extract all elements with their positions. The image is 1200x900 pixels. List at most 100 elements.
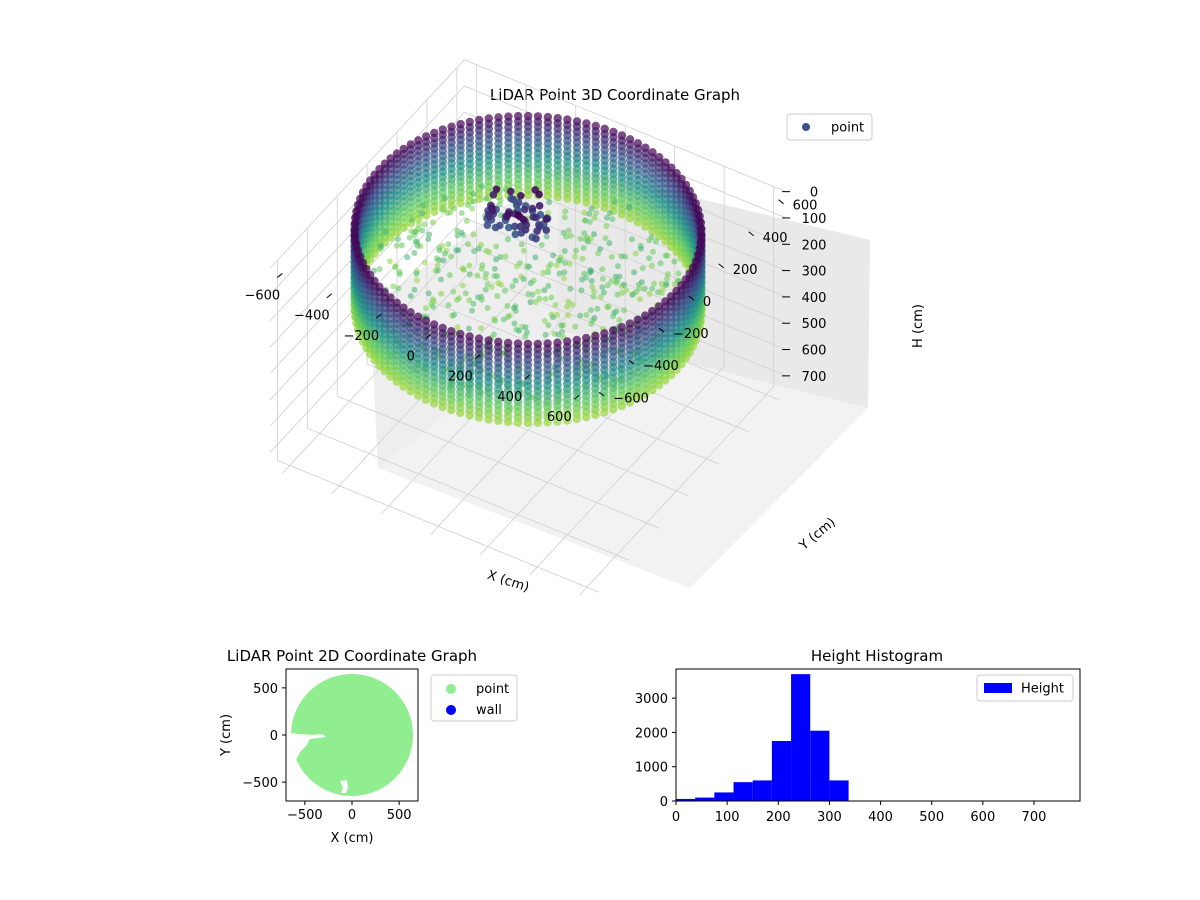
point-marker xyxy=(493,256,500,263)
point-marker xyxy=(600,289,607,296)
y-tick-mark-3d xyxy=(778,199,784,205)
x-tick-label-3d: 600 xyxy=(547,410,572,425)
point-marker xyxy=(545,322,552,329)
point-marker xyxy=(465,325,472,332)
point-marker xyxy=(518,241,525,248)
point-marker xyxy=(527,299,534,306)
point-marker xyxy=(411,286,418,293)
point-marker xyxy=(502,253,509,260)
point-marker xyxy=(591,214,598,221)
point-marker xyxy=(386,233,395,242)
y-tick-label-hist: 0 xyxy=(660,795,668,810)
point-marker xyxy=(587,267,594,274)
point-marker xyxy=(562,208,569,215)
z-tick-label-3d: 500 xyxy=(802,317,827,332)
y-tick-mark-3d xyxy=(658,327,665,333)
histogram-panel: Height Histogram 0 100 200 300 400 500 600 700 … xyxy=(635,647,1081,825)
point-marker xyxy=(629,291,636,298)
point-marker xyxy=(398,242,405,249)
y-tick-label-2d: 0 xyxy=(270,729,278,744)
legend-hist-frame xyxy=(976,674,1074,702)
point-marker xyxy=(589,284,596,290)
point-marker xyxy=(606,240,613,247)
point-marker xyxy=(436,247,443,254)
point-marker xyxy=(657,260,664,267)
point-marker xyxy=(665,271,671,278)
point-marker xyxy=(632,250,639,257)
point-marker xyxy=(513,418,523,427)
y-tick-mark-3d xyxy=(748,231,754,237)
point-marker xyxy=(520,247,527,254)
y-tick-label-hist: 1000 xyxy=(635,761,668,776)
point-marker xyxy=(662,252,669,259)
scatter-2d-panel: LiDAR Point 2D Coordinate Graph −500 0 500… xyxy=(219,647,518,846)
point-marker xyxy=(386,372,395,381)
point-marker xyxy=(406,387,415,396)
point-marker xyxy=(502,186,509,193)
point-marker xyxy=(540,269,547,276)
point-marker xyxy=(511,305,517,311)
y-tick-label-2d: 500 xyxy=(253,682,278,697)
point-marker xyxy=(572,414,581,424)
point-marker xyxy=(614,291,621,298)
point-marker xyxy=(563,416,572,425)
point-marker xyxy=(491,265,498,272)
point-marker xyxy=(626,204,632,211)
histogram-frame xyxy=(675,668,1081,802)
point-marker xyxy=(600,408,609,417)
point-marker xyxy=(399,223,408,232)
point-marker xyxy=(474,413,484,422)
point-marker xyxy=(516,327,523,334)
point-marker xyxy=(543,418,552,427)
point-marker xyxy=(655,232,664,241)
grid-line-y xyxy=(336,196,660,529)
point-marker xyxy=(415,222,422,229)
point-marker xyxy=(466,262,473,269)
point-cloud-3d xyxy=(350,111,706,428)
legend-hist-swatch xyxy=(984,683,1012,693)
point-marker xyxy=(517,192,525,200)
point-marker xyxy=(571,253,578,260)
point-marker xyxy=(532,299,539,306)
point-marker xyxy=(434,267,441,274)
point-marker xyxy=(471,248,477,255)
point-marker xyxy=(591,288,598,295)
point-marker xyxy=(510,222,519,231)
z-ticks-3d: 0 100 200 300 400 500 600 700 xyxy=(782,186,826,385)
point-marker xyxy=(535,190,543,199)
point-disc xyxy=(291,674,413,796)
point-marker xyxy=(566,260,573,267)
histogram-bar xyxy=(714,792,734,801)
point-marker xyxy=(582,217,589,224)
point-marker xyxy=(561,248,568,254)
point-marker xyxy=(395,285,402,292)
point-marker xyxy=(542,296,549,302)
empty-region-bottom xyxy=(340,780,348,793)
point-marker xyxy=(421,395,431,404)
point-marker xyxy=(586,219,593,225)
point-marker xyxy=(395,236,401,243)
point-marker xyxy=(470,231,477,238)
point-marker xyxy=(604,214,610,221)
x-ticks-2d: −500 0 500 xyxy=(287,801,412,823)
x-tick-label-2d: 500 xyxy=(387,808,412,823)
point-marker xyxy=(475,245,482,252)
point-marker xyxy=(522,324,529,331)
point-marker xyxy=(641,222,650,231)
point-marker xyxy=(507,187,515,196)
point-marker xyxy=(492,317,499,324)
point-marker xyxy=(538,242,545,248)
point-marker xyxy=(585,238,592,245)
point-marker xyxy=(493,243,500,250)
z-tick-label-3d: 600 xyxy=(802,344,827,359)
point-marker xyxy=(438,402,447,412)
point-marker xyxy=(590,293,597,300)
point-marker xyxy=(625,398,635,407)
point-marker xyxy=(572,196,582,205)
point-marker xyxy=(421,221,428,228)
point-marker xyxy=(392,377,401,386)
point-marker xyxy=(486,249,493,255)
point-marker xyxy=(504,303,511,309)
point-marker xyxy=(521,225,530,234)
point-marker xyxy=(633,394,642,403)
